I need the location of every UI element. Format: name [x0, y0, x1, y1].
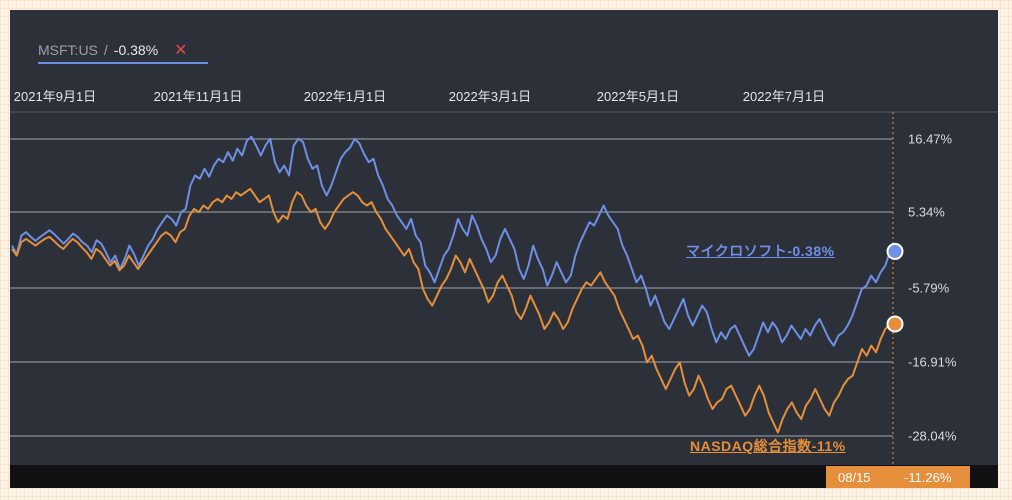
nasdaq-series-line [11, 187, 891, 434]
msft-line-label: マイクロソフト-0.38% [686, 243, 835, 260]
y-tick-label: -16.91% [908, 354, 957, 370]
msft-series-line [11, 135, 891, 357]
x-tick-label: 2022年5月1日 [596, 89, 680, 104]
legend-value: -0.38% [113, 42, 159, 58]
x-tick-label: 2022年7月1日 [742, 89, 826, 104]
legend-ticker: MSFT:US [38, 42, 98, 58]
y-tick-label: 16.47% [908, 131, 953, 147]
legend: MSFT:US / -0.38% ✕ [38, 38, 188, 62]
crosshair-badge: 08/15 -11.26% [826, 466, 970, 488]
legend-underline [38, 62, 208, 64]
x-tick-label: 2021年9月1日 [13, 89, 97, 104]
remove-series-icon[interactable]: ✕ [174, 42, 188, 59]
crosshair-date: 08/15 [838, 469, 871, 485]
x-tick-label: 2022年1月1日 [303, 89, 387, 104]
crosshair-value: -11.26% [904, 469, 952, 485]
x-tick-label: 2022年3月1日 [448, 89, 532, 104]
msft-end-marker[interactable] [886, 242, 904, 260]
legend-separator: / [103, 42, 108, 58]
y-tick-label: 5.34% [908, 204, 945, 220]
y-tick-label: -5.79% [908, 280, 950, 296]
nasdaq-end-marker[interactable] [886, 315, 904, 333]
time-axis-strip [10, 465, 998, 488]
nasdaq-line-label: NASDAQ総合指数-11% [690, 438, 846, 454]
chart-panel [10, 10, 998, 465]
x-tick-label: 2021年11月1日 [153, 89, 243, 104]
y-tick-label: -28.04% [908, 428, 957, 444]
